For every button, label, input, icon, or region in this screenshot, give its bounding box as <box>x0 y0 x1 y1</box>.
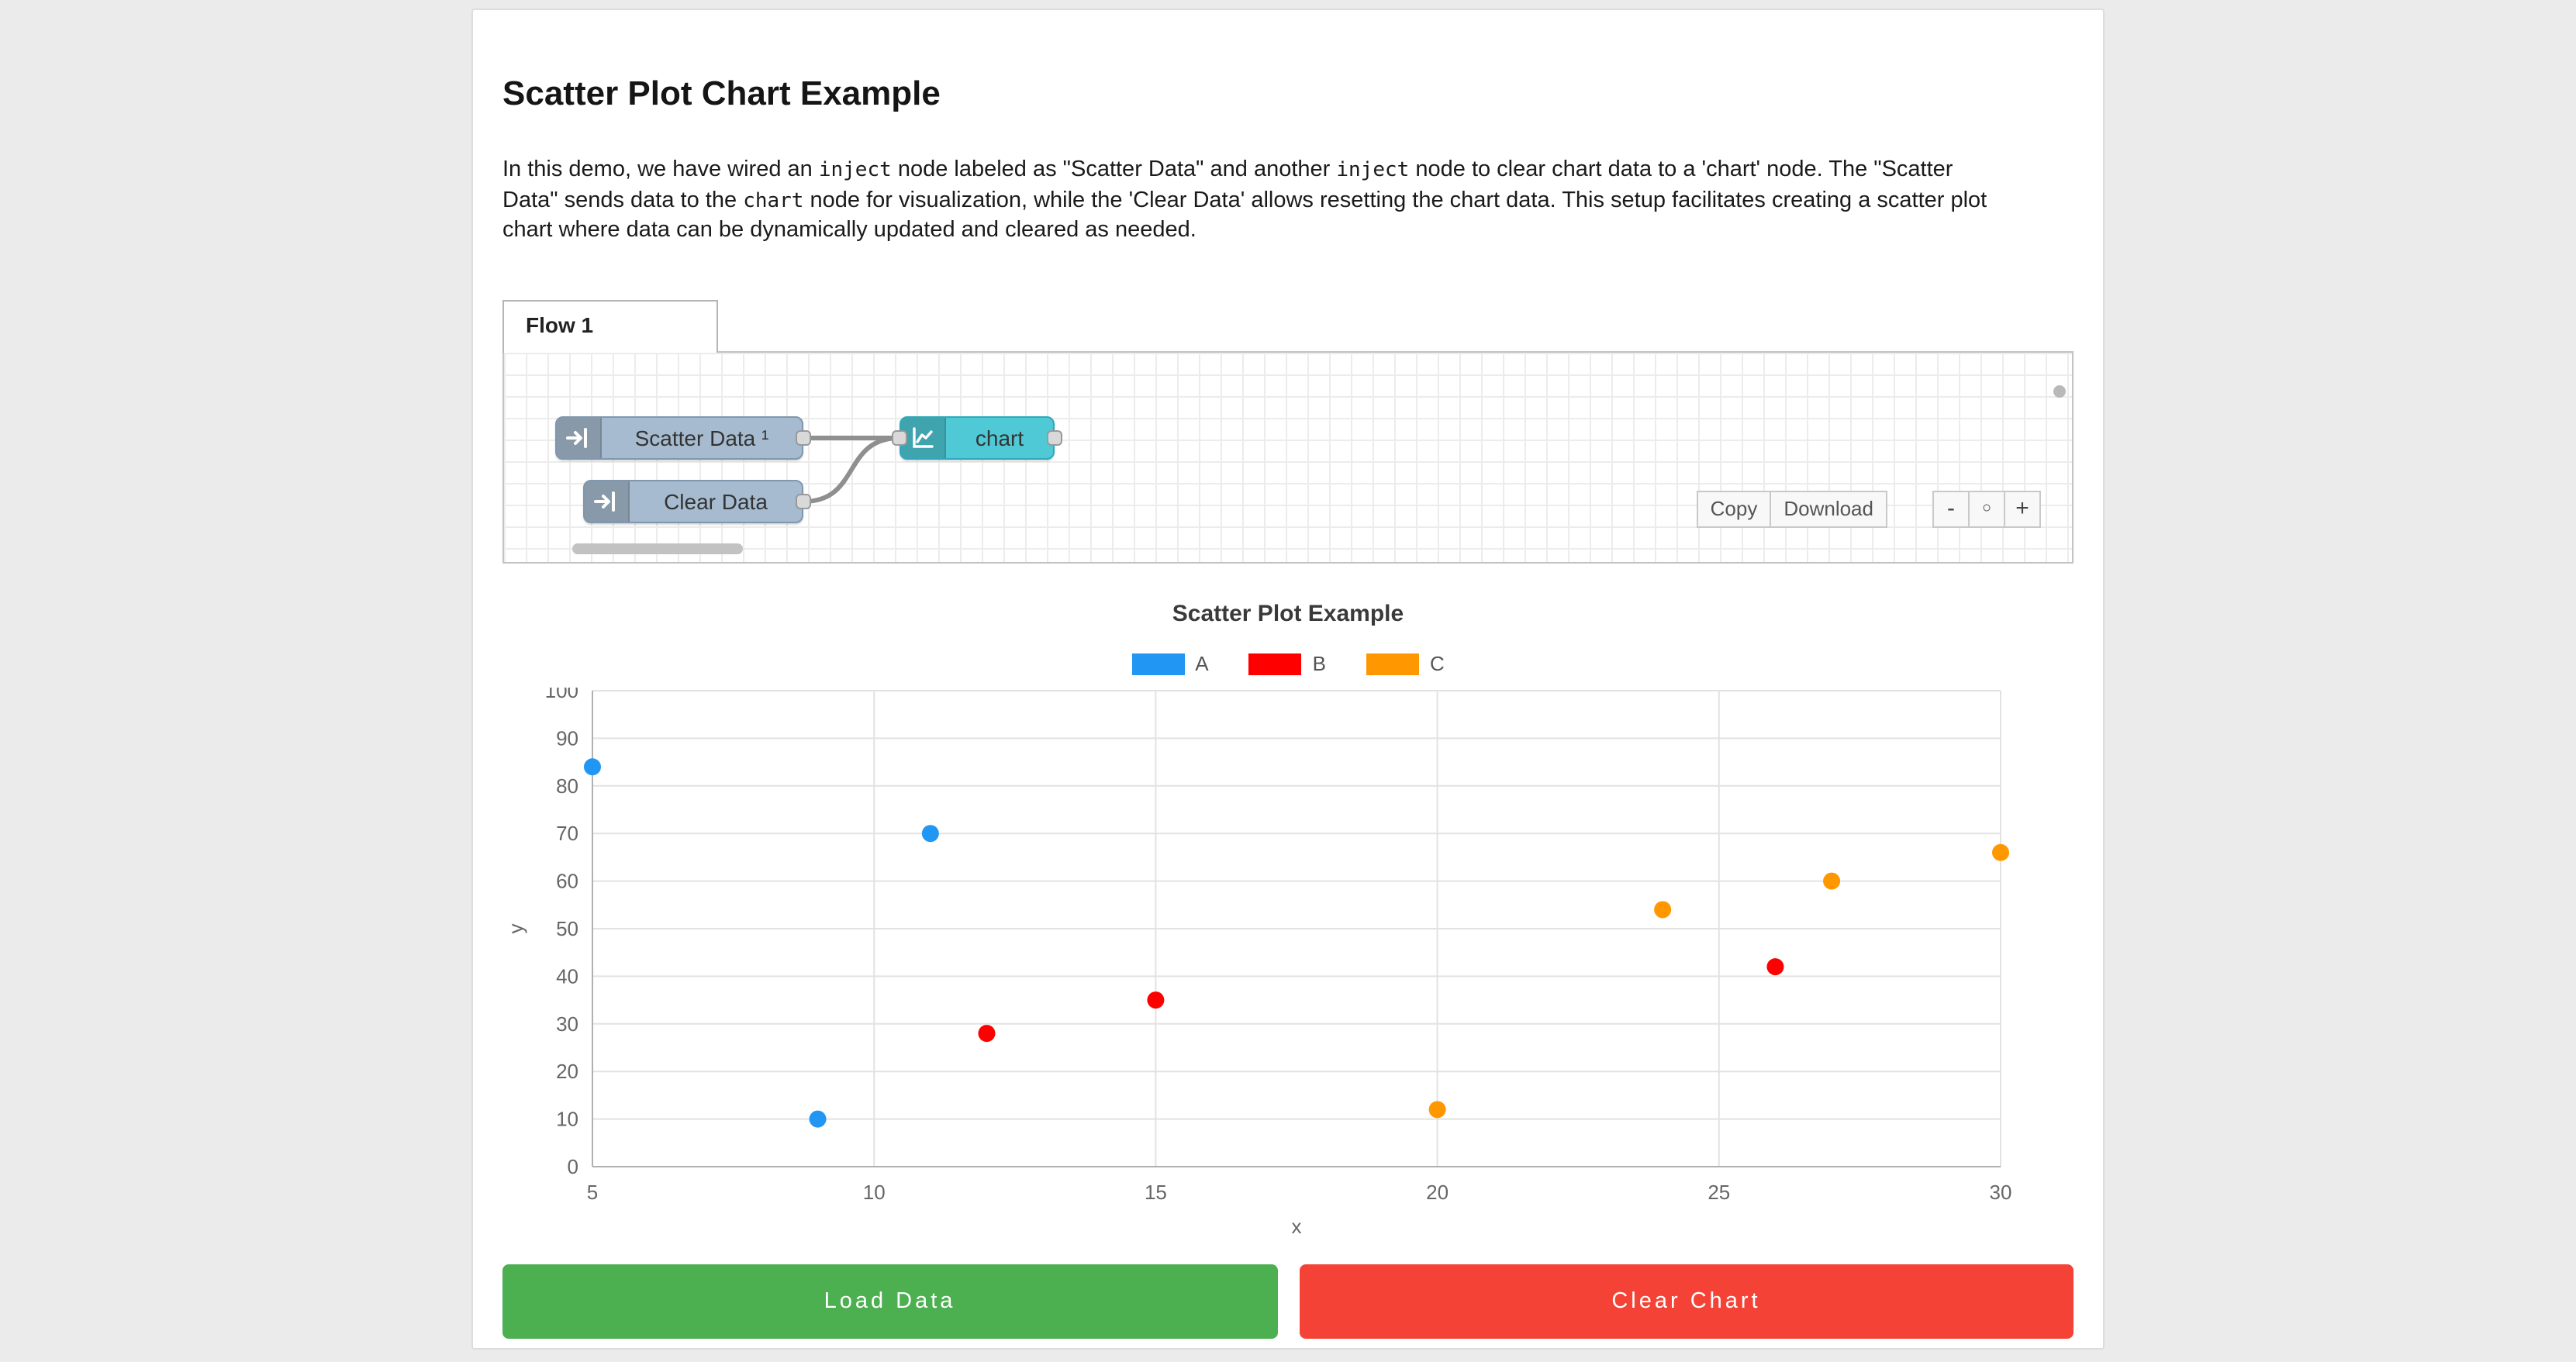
line-chart-icon <box>901 417 946 457</box>
port-chart-input[interactable] <box>892 429 907 445</box>
svg-text:50: 50 <box>556 916 578 940</box>
svg-text:20: 20 <box>1426 1180 1449 1203</box>
chart-title: Scatter Plot Example <box>1172 600 1404 626</box>
node-label: Clear Data <box>664 488 768 513</box>
node-clear-data[interactable]: Clear Data <box>583 479 803 522</box>
intro-text: node to clear chart data to a 'chart' no… <box>502 157 1953 212</box>
svg-text:y: y <box>504 923 527 933</box>
inject-icon <box>557 417 602 457</box>
intro-code: inject <box>1336 159 1410 182</box>
scatter-point <box>1147 991 1165 1009</box>
scatter-point <box>1992 843 2009 860</box>
node-scatter-data[interactable]: Scatter Data ¹ <box>555 415 803 459</box>
content-card: Scatter Plot Chart Example In this demo,… <box>471 9 2105 1349</box>
chart-legend: A B C <box>502 652 2074 675</box>
port-chart-output[interactable] <box>1047 429 1062 445</box>
intro-code: inject <box>818 159 892 182</box>
svg-text:100: 100 <box>545 687 578 702</box>
scatter-point <box>978 1024 996 1042</box>
page-title: Scatter Plot Chart Example <box>502 74 941 112</box>
download-button[interactable]: Download <box>1770 490 1887 527</box>
intro-paragraph: In this demo, we have wired an inject no… <box>502 156 2015 247</box>
page-root: Scatter Plot Chart Example In this demo,… <box>0 9 2576 1362</box>
legend-label: C <box>1429 652 1445 675</box>
canvas-dot <box>2053 384 2066 397</box>
flow-canvas[interactable]: Scatter Data ¹ Clear Data chart <box>502 350 2074 563</box>
svg-text:20: 20 <box>556 1059 578 1082</box>
node-label: chart <box>975 425 1024 450</box>
flow-wires <box>801 435 902 503</box>
intro-text: node labeled as "Scatter Data" and anoth… <box>891 157 1337 182</box>
inject-icon <box>585 481 630 521</box>
legend-swatch <box>1131 653 1185 674</box>
legend-label: B <box>1312 652 1326 675</box>
zoom-out-button[interactable]: - <box>1932 490 1970 527</box>
scatter-point <box>809 1109 827 1127</box>
svg-text:10: 10 <box>863 1180 886 1203</box>
scatter-point <box>1766 957 1784 975</box>
svg-text:x: x <box>1292 1214 1302 1237</box>
wire-clear-to-chart <box>801 435 902 503</box>
node-label: Scatter Data ¹ <box>634 425 769 450</box>
action-buttons: Load Data Clear Chart <box>502 1264 2074 1338</box>
zoom-controls: - ○ + <box>1932 490 2041 527</box>
svg-text:40: 40 <box>556 964 578 987</box>
intro-text: node for visualization, while the 'Clear… <box>502 188 1987 243</box>
legend-item: C <box>1366 652 1445 675</box>
legend-item: A <box>1131 652 1209 675</box>
svg-text:90: 90 <box>556 726 578 749</box>
svg-text:10: 10 <box>556 1107 578 1130</box>
copy-button[interactable]: Copy <box>1696 490 1772 527</box>
flow-editor: Flow 1 Scatter Data ¹ Clear Data <box>502 299 2074 563</box>
legend-swatch <box>1248 653 1302 674</box>
scatter-point <box>921 824 939 842</box>
port-clear-output[interactable] <box>796 493 811 509</box>
port-scatter-output[interactable] <box>796 429 811 445</box>
svg-text:60: 60 <box>556 869 578 892</box>
svg-text:25: 25 <box>1708 1180 1730 1203</box>
zoom-in-button[interactable]: + <box>2004 490 2041 527</box>
svg-text:5: 5 <box>587 1180 598 1203</box>
flow-tab[interactable]: Flow 1 <box>502 299 718 352</box>
scatter-point <box>1428 1100 1446 1118</box>
scatter-point <box>1654 900 1672 918</box>
legend-label: A <box>1195 652 1209 675</box>
legend-swatch <box>1366 653 1419 674</box>
clear-chart-button[interactable]: Clear Chart <box>1299 1264 2074 1338</box>
node-chart[interactable]: chart <box>900 415 1055 459</box>
intro-text: In this demo, we have wired an <box>502 157 819 182</box>
zoom-reset-button[interactable]: ○ <box>1968 490 2005 527</box>
svg-text:30: 30 <box>556 1012 578 1035</box>
scatter-point <box>584 757 601 775</box>
load-data-button[interactable]: Load Data <box>502 1264 1277 1338</box>
svg-text:70: 70 <box>556 821 578 844</box>
svg-text:80: 80 <box>556 774 578 797</box>
legend-item: B <box>1248 652 1326 675</box>
scatter-point <box>1823 871 1841 889</box>
intro-code: chart <box>743 189 804 212</box>
canvas-horizontal-scrollbar[interactable] <box>572 543 743 553</box>
chart-section: Scatter Plot Example A B C 0 10 20 30 40 50 60 70… <box>502 600 2074 1242</box>
svg-text:15: 15 <box>1145 1180 1167 1203</box>
flow-toolbar: Copy Download <box>1696 490 1887 527</box>
svg-text:0: 0 <box>568 1154 578 1178</box>
scatter-chart: 0 10 20 30 40 50 60 70 80 90 100 5 10 15 20 25 30 x y <box>504 687 2012 1237</box>
svg-text:30: 30 <box>1990 1180 2012 1203</box>
